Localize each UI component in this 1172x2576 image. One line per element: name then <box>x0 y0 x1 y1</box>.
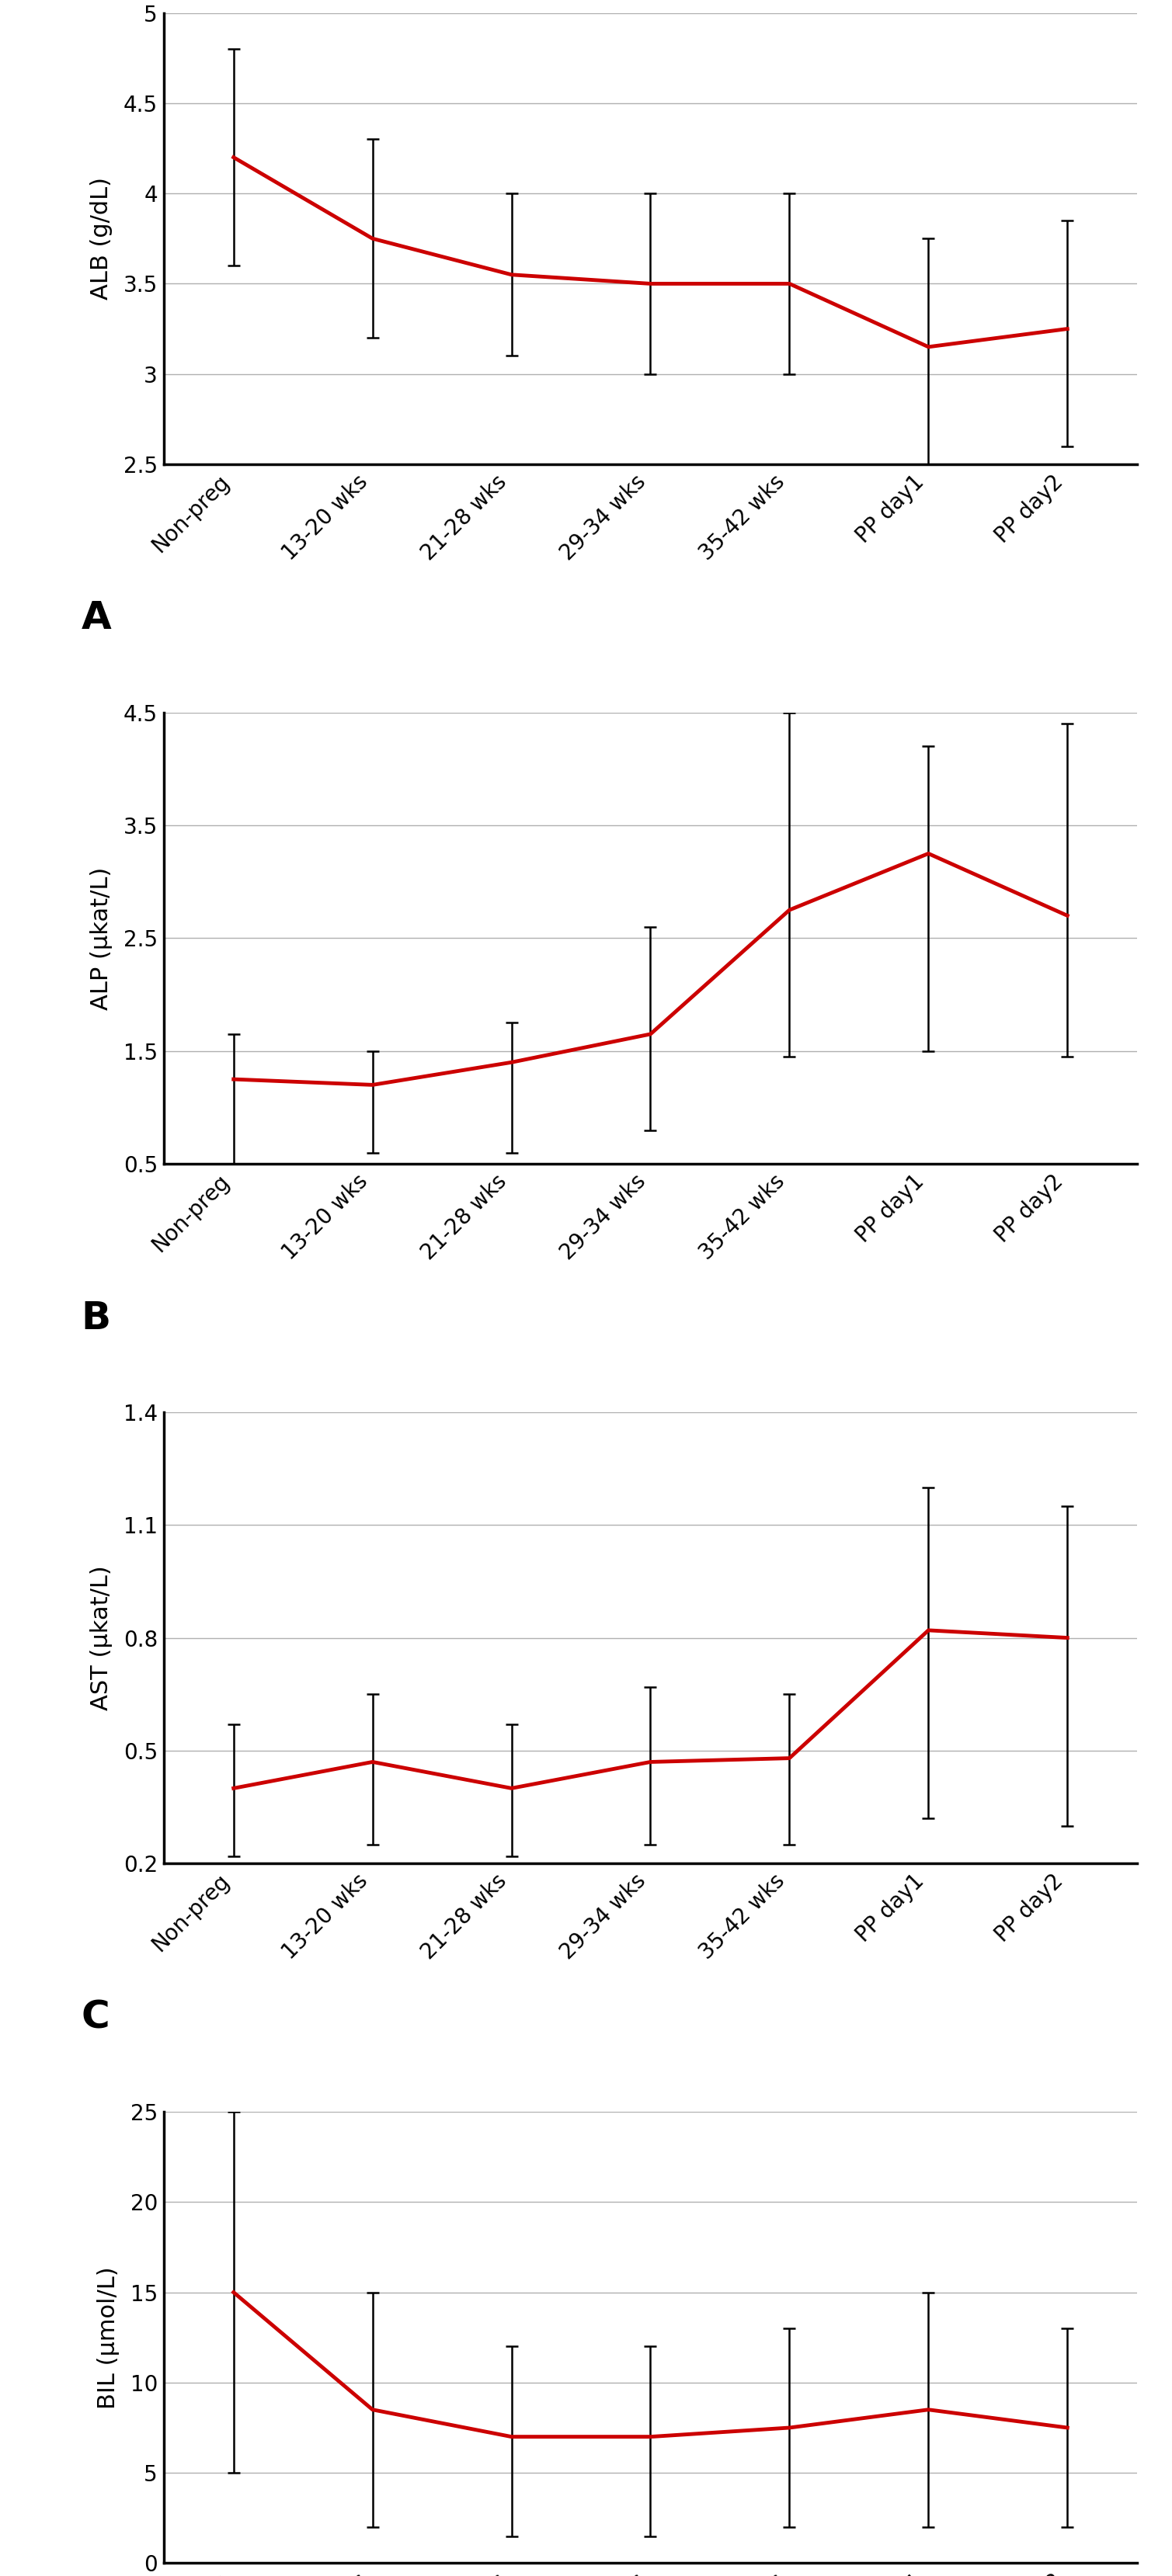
Y-axis label: ALP (μkat/L): ALP (μkat/L) <box>90 866 113 1010</box>
Y-axis label: AST (μkat/L): AST (μkat/L) <box>90 1566 113 1710</box>
Y-axis label: BIL (μmol/L): BIL (μmol/L) <box>97 2267 120 2409</box>
Text: B: B <box>81 1298 111 1337</box>
Text: A: A <box>81 600 111 636</box>
Text: C: C <box>81 1999 110 2035</box>
Y-axis label: ALB (g/dL): ALB (g/dL) <box>90 178 113 299</box>
